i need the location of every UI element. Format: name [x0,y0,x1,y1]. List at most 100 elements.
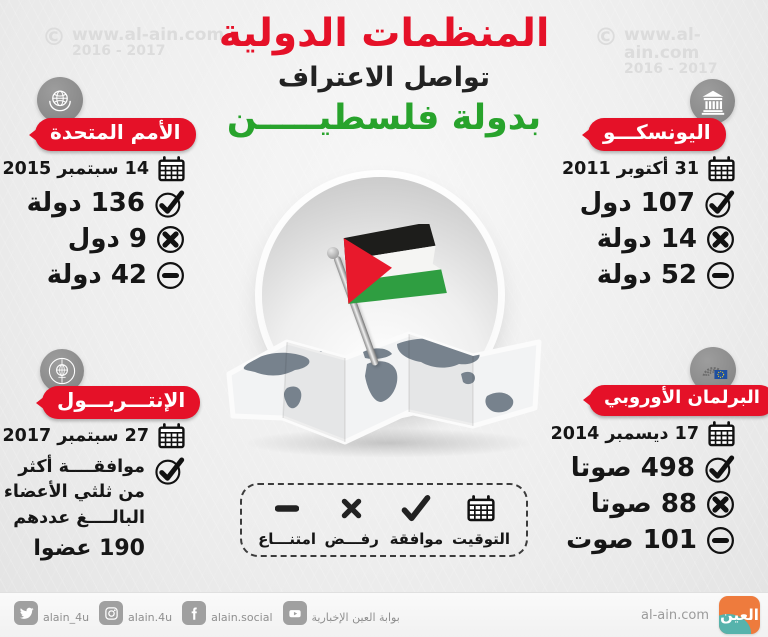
unesco-badge: اليونسكـــو [588,118,726,151]
interpol-name: الإنتـــربـــول [57,388,186,412]
palestine-flag [343,224,447,304]
social-links: alain_4u alain.4u alain.social بوابة الع… [14,601,400,625]
interpol-approve-text: موافقــــة أكثر من ثلثي الأعضاء البالـــ… [3,457,145,562]
unesco-stats: 31 أكتوبر 2011 107 دول 14 دولة 52 دولة [555,156,735,297]
eu-reject-row: 88 صوتا [590,489,735,520]
unesco-date-row: 31 أكتوبر 2011 [562,156,735,182]
calendar-icon [158,423,185,449]
youtube-icon [282,601,307,625]
unesco-reject-row: 14 دولة [596,224,735,255]
instagram-link[interactable]: alain.4u [99,601,172,625]
un-date: 14 سبتمبر 2015 [2,158,149,179]
eu-parliament-name: البرلمان الأوروبي [604,387,760,408]
youtube-label: بوابة العين الإخبارية [311,611,400,624]
calendar-icon [708,421,735,447]
title-line-black: تواصل الاعتراف [277,61,491,93]
eu-reject: 88 صوتا [590,489,697,519]
minus-icon [706,261,735,290]
calendar-icon [467,492,495,524]
minus-icon [156,261,185,290]
watermark-right: © www.al-ain.com 2016 - 2017 [594,23,768,77]
minus-icon [706,526,735,555]
alain-logo-text: العين [720,606,759,624]
un-icon [37,77,83,123]
eu-date: 17 ديسمبر 2014 [550,423,699,444]
x-icon [706,225,735,254]
unesco-reject: 14 دولة [596,224,697,254]
interpol-approve-row: موافقــــة أكثر من ثلثي الأعضاء البالـــ… [4,455,185,565]
flag-pin-knob [327,247,339,259]
unesco-approve: 107 دول [579,187,695,218]
interpol-date: 27 سبتمبر 2017 [2,425,149,446]
eu-parliament-badge: البرلمان الأوروبي [589,385,768,416]
un-approve: 136 دولة [26,187,145,218]
un-approve-row: 136 دولة [27,188,185,219]
interpol-date-row: 27 سبتمبر 2017 [2,423,185,449]
youtube-link[interactable]: بوابة العين الإخبارية [282,601,400,625]
alain-logo[interactable]: العين [719,596,760,634]
check-icon [704,188,735,219]
watermark-site: www.al-ain.com [624,25,701,63]
unesco-name: اليونسكـــو [603,120,711,144]
un-abstain: 42 دولة [46,259,147,290]
x-icon [156,225,185,254]
facebook-handle: alain.social [211,611,273,624]
minus-icon [275,492,300,524]
check-icon [154,455,185,486]
unesco-date: 31 أكتوبر 2011 [561,158,699,179]
check-icon [401,492,431,524]
footer-bar: alain_4u alain.4u alain.social بوابة الع… [0,592,768,637]
unesco-abstain: 52 دولة [596,259,697,290]
facebook-link[interactable]: alain.social [182,601,273,625]
un-reject: 9 دول [67,224,147,254]
un-badge: الأمم المتحدة [35,118,196,151]
unesco-icon [690,79,735,124]
watermark-years: 2016 - 2017 [624,61,718,77]
eu-parliament-stats: 17 ديسمبر 2014 498 صوتا 88 صوتا 101 صوت [551,421,735,562]
un-date-row: 14 سبتمبر 2015 [2,156,185,182]
un-reject-row: 9 دول [67,224,185,255]
watermark-years: 2016 - 2017 [72,43,166,59]
instagram-icon [99,601,124,625]
unesco-abstain-row: 52 دولة [596,259,735,291]
world-map [226,331,542,445]
legend-item-timing: التوقيت [450,492,512,548]
eu-abstain-row: 101 صوت [566,524,735,556]
interpol-badge: الإنتـــربـــول [42,386,201,419]
x-icon [706,490,735,519]
twitter-handle: alain_4u [43,611,90,624]
check-icon [704,453,735,484]
title-line-red: المنظمات الدولية [218,11,550,56]
eu-approve: 498 صوتا [570,452,695,483]
website-url[interactable]: al-ain.com [641,607,709,623]
title-line-green: بدولة فلسطيـــــن [226,98,542,139]
map-shadow [244,428,534,458]
eu-date-row: 17 ديسمبر 2014 [551,421,735,447]
copyright-icon: © [42,23,66,51]
brand-area: al-ain.com العين [641,596,760,634]
facebook-icon [182,601,207,625]
un-name: الأمم المتحدة [50,120,181,144]
unesco-approve-row: 107 دول [580,188,735,219]
check-icon [154,188,185,219]
instagram-handle: alain.4u [128,611,173,624]
legend-item-abstain: امتنـــاع [256,492,318,548]
twitter-link[interactable]: alain_4u [14,601,89,625]
legend-box: التوقيت موافقة رفـــض امتنـــاع [240,483,528,557]
eu-abstain: 101 صوت [566,524,697,555]
twitter-icon [14,601,38,625]
watermark-left: © www.al-ain.com 2016 - 2017 [42,23,225,59]
calendar-icon [708,156,735,182]
interpol-stats: 27 سبتمبر 2017 موافقــــة أكثر من ثلثي ا… [2,423,185,571]
eu-approve-row: 498 صوتا [571,453,735,484]
un-stats: 14 سبتمبر 2015 136 دولة 9 دول 42 دولة [2,156,185,297]
copyright-icon: © [594,23,618,51]
legend-item-approve: موافقة [385,492,447,548]
un-abstain-row: 42 دولة [46,259,185,291]
page-title: المنظمات الدولية تواصل الاعتراف بدولة فل… [174,11,594,139]
x-icon [340,492,363,524]
calendar-icon [158,156,185,182]
watermark-site: www.al-ain.com [72,25,225,45]
legend-item-reject: رفـــض [321,492,383,548]
